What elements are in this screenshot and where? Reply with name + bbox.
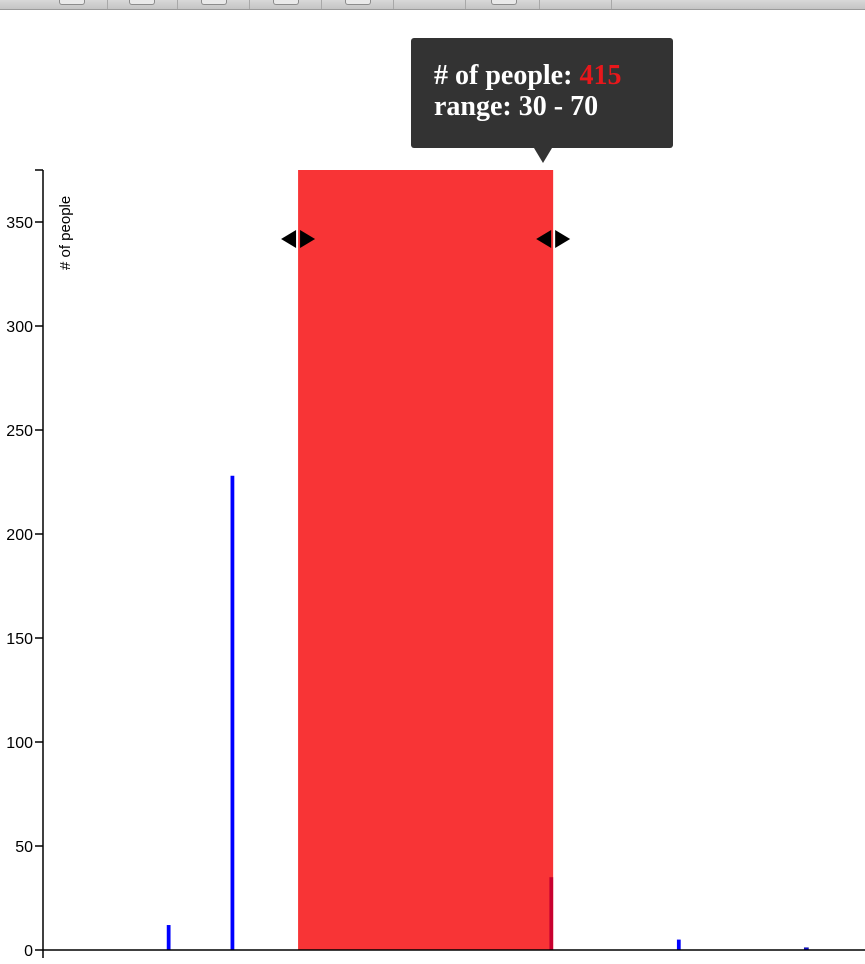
handle-right-arrow-icon	[555, 230, 571, 248]
tooltip-range-value: 30 - 70	[518, 91, 599, 122]
histogram-bar	[230, 475, 235, 950]
histogram-bar	[676, 939, 681, 950]
tooltip-range-line: range: 30 - 70	[434, 91, 673, 122]
y-tick-label: 150	[6, 631, 33, 648]
toolbar-button-icon	[490, 0, 517, 5]
toolbar-button-icon	[128, 0, 155, 5]
tooltip-pointer	[534, 148, 552, 163]
y-tick-label: 50	[15, 839, 33, 856]
y-tick-label: 0	[24, 943, 33, 960]
handle-right-arrow-icon	[300, 230, 316, 248]
selection-tooltip: # of people: 415 range: 30 - 70	[411, 38, 673, 163]
selection-handles	[281, 230, 571, 248]
selection-layer	[298, 170, 554, 950]
toolbar-button-icon	[272, 0, 299, 5]
toolbar-segment	[540, 0, 612, 9]
y-tick-label: 250	[6, 423, 33, 440]
toolbar-segment	[106, 0, 178, 9]
toolbar-segment	[178, 0, 250, 9]
tooltip-count-value: 415	[579, 60, 622, 91]
tooltip-range-label: range:	[434, 91, 519, 122]
tooltip-count-line: # of people: 415	[434, 60, 673, 91]
handle-left-arrow-icon	[536, 230, 552, 248]
toolbar-segment	[468, 0, 540, 9]
y-tick-label: 200	[6, 527, 33, 544]
toolbar-button-icon	[58, 0, 85, 5]
browser-toolbar	[0, 0, 865, 10]
selection-band	[298, 170, 554, 950]
y-tick-label: 300	[6, 319, 33, 336]
toolbar-segment	[36, 0, 108, 9]
toolbar-button-icon	[200, 0, 227, 5]
histogram-bar	[166, 925, 171, 950]
histogram-bar	[549, 877, 554, 950]
handle-left-arrow-icon	[281, 230, 297, 248]
toolbar-segment	[322, 0, 394, 9]
toolbar-button-icon	[344, 0, 371, 5]
tooltip-count-label: # of people:	[434, 60, 580, 91]
y-axis-title: # of people	[57, 196, 74, 270]
y-tick-label: 100	[6, 735, 33, 752]
toolbar-segment	[250, 0, 322, 9]
y-tick-label: 350	[6, 215, 33, 232]
y-axis: 0 50 100 150 200 250 300 350	[6, 169, 865, 960]
toolbar-segment	[394, 0, 466, 9]
